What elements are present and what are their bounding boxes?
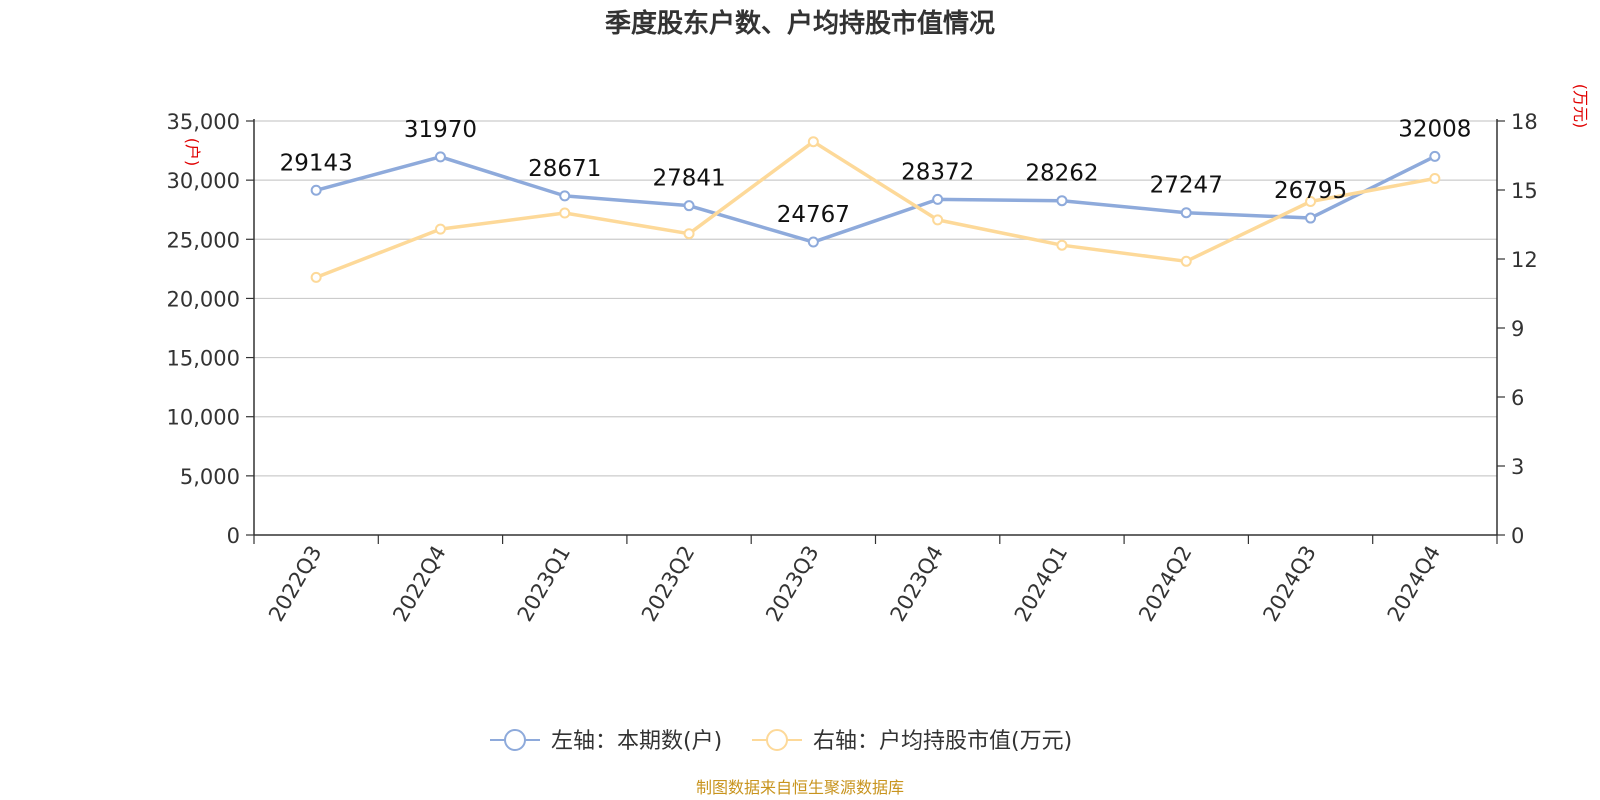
series-point-right [1305,196,1317,207]
left-axis-tick-label: 20,000 [167,287,240,311]
series-point-left [1429,150,1441,162]
data-label: 26795 [1274,178,1347,204]
series-point-right [1056,239,1068,251]
right-axis-tick-label: 18 [1511,110,1538,134]
series-point-right [310,271,322,283]
left-axis-tick-label: 15,000 [167,347,240,371]
data-label: 28262 [1025,161,1098,187]
legend-left-label: 左轴：本期数(户) [551,729,722,754]
chart-title: 季度股东户数、户均持股市值情况 [605,8,995,39]
series-point-left [1180,207,1192,219]
legend-left-marker [504,729,526,751]
data-label: 28372 [901,159,974,185]
series-point-left [807,236,819,248]
right-axis-tick-label: 3 [1511,455,1524,479]
data-source: 制图数据来自恒生聚源数据库 [696,778,904,797]
series-point-right [1429,173,1441,184]
x-axis-tick-label: 2024Q4 [1383,542,1445,626]
series-point-left [310,184,322,196]
data-label: 31970 [404,117,477,143]
x-axis-tick-label: 2023Q2 [637,542,699,626]
legend-right-marker [766,729,788,751]
data-label: 27841 [652,166,725,192]
right-axis-tick-label: 15 [1511,179,1538,203]
data-label: 32008 [1398,116,1471,142]
legend-item-right[interactable]: 右轴：户均持股市值(万元) [752,729,1072,754]
data-label: 29143 [280,150,353,176]
x-axis-tick-label: 2024Q3 [1258,542,1320,626]
series-point-right [559,207,571,219]
x-axis-tick-label: 2023Q4 [886,542,948,626]
series-point-right [683,228,695,240]
series-point-left [434,151,446,163]
series-point-left [683,200,695,212]
data-label: 28671 [528,156,601,182]
data-labels: 29143 31970 28671 27841 24767 28372 28262 27247… [280,116,1472,228]
x-axis-tick-label: 2023Q1 [513,542,575,626]
x-axis-tick-label: 2024Q1 [1010,542,1072,626]
legend-item-left[interactable]: 左轴：本期数(户) [490,729,722,754]
series-line-left [315,154,1436,244]
left-axis-tick-label: 5,000 [180,465,240,489]
legend[interactable]: 左轴：本期数(户) 右轴：户均持股市值(万元) [490,729,1072,754]
series-point-right [932,214,944,226]
legend-right-label: 右轴：户均持股市值(万元) [813,729,1072,754]
x-axis-tick-label: 2023Q3 [761,542,823,626]
series-point-left [559,190,571,202]
left-axis-unit: (户) [183,138,202,167]
series-layer [310,136,1441,283]
series-point-left [1305,212,1317,224]
right-axis-unit: (万元) [1571,84,1590,129]
series-point-right [807,136,819,148]
x-axis-tick-label: 2024Q2 [1134,542,1196,626]
series-line-right [315,139,1436,280]
x-axis-tick-label: 2022Q3 [264,542,326,626]
left-axis-tick-label: 10,000 [167,406,240,430]
right-axis-tick-label: 12 [1511,248,1538,272]
x-axis-tick-label: 2022Q4 [388,542,450,626]
series-point-left [932,193,944,205]
right-axis-tick-label: 9 [1511,317,1524,341]
right-axis-tick-label: 6 [1511,386,1524,410]
data-label: 24767 [777,202,850,228]
series-point-left [1056,195,1068,207]
left-axis-tick-label: 0 [227,524,240,548]
data-label: 27247 [1150,173,1223,199]
series-point-right [1180,255,1192,267]
series-point-right [434,223,446,235]
left-axis-tick-label: 30,000 [167,169,240,193]
left-axis-tick-label: 35,000 [167,110,240,134]
gridlines [254,120,1497,477]
left-axis-tick-label: 25,000 [167,228,240,252]
right-axis-tick-label: 0 [1511,524,1524,548]
